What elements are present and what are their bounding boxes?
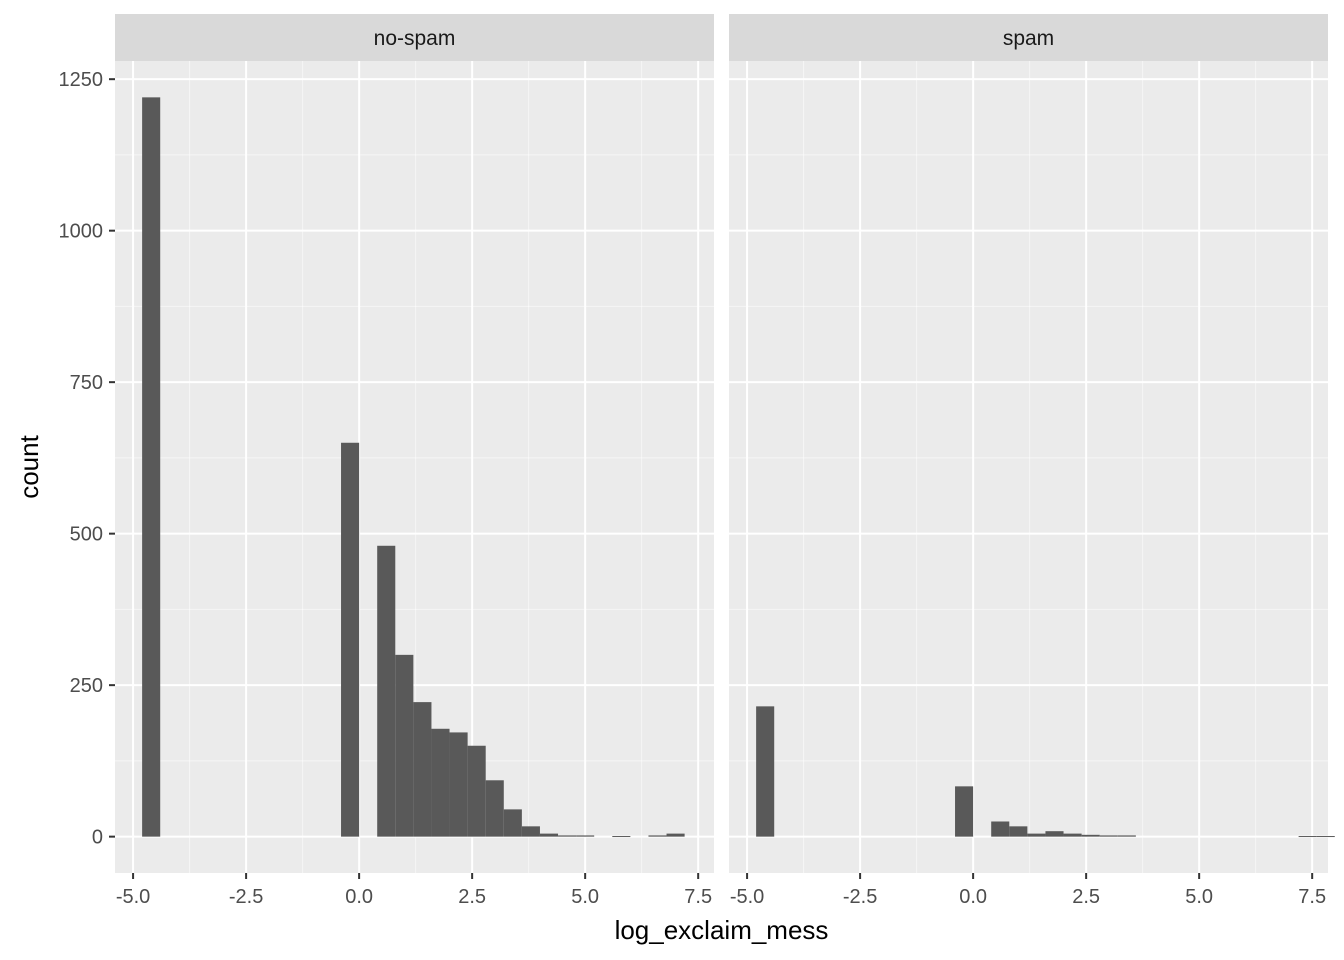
x-tick-label: 7.5 — [684, 886, 712, 908]
histogram-bar — [377, 545, 396, 837]
histogram-bar — [431, 728, 450, 837]
histogram-bar — [413, 702, 432, 837]
x-axis-title: log_exclaim_mess — [615, 915, 829, 945]
histogram-bar — [1081, 834, 1100, 837]
histogram-bar — [341, 442, 360, 837]
y-tick-label: 750 — [70, 372, 103, 394]
plot-panel-background — [729, 61, 1328, 873]
histogram-bar — [612, 836, 631, 838]
strip-label-no-spam: no-spam — [374, 27, 456, 50]
x-axis-ticks: -5.0 -2.5 0.0 2.5 5.0 7.5 — [116, 873, 712, 908]
x-axis-ticks: -5.0 -2.5 0.0 2.5 5.0 7.5 — [730, 873, 1326, 908]
y-tick-label: 1000 — [59, 221, 104, 243]
histogram-bar — [1045, 831, 1064, 837]
histogram-bar — [991, 821, 1010, 837]
histogram-bar — [485, 780, 504, 837]
histogram-bar — [1117, 835, 1136, 837]
histogram-bar — [955, 786, 974, 837]
histogram-bars — [756, 706, 1335, 838]
x-tick-label: 2.5 — [458, 886, 486, 908]
histogram-bars — [142, 97, 685, 838]
histogram-bar — [503, 809, 522, 837]
x-tick-label: -2.5 — [843, 886, 877, 908]
histogram-bar — [648, 835, 667, 837]
histogram-bar — [576, 835, 595, 837]
histogram-bar — [1298, 836, 1317, 838]
x-tick-label: 5.0 — [571, 886, 599, 908]
y-axis: 0 250 500 750 1000 1250 — [59, 69, 115, 849]
x-tick-label: 0.0 — [959, 886, 987, 908]
panel-no-spam: no-spam -5.0 -2.5 0.0 2.5 5.0 7.5 — [115, 14, 714, 908]
x-tick-label: 5.0 — [1185, 886, 1213, 908]
x-tick-label: -5.0 — [730, 886, 764, 908]
x-tick-label: 0.0 — [345, 886, 373, 908]
panel-spam: spam -5.0 -2.5 0.0 2.5 5.0 7.5 — [729, 14, 1335, 908]
histogram-bar — [1009, 826, 1028, 837]
x-tick-label: 7.5 — [1298, 886, 1326, 908]
histogram-bar — [756, 706, 775, 837]
x-tick-label: -5.0 — [116, 886, 150, 908]
y-tick-label: 0 — [92, 827, 103, 849]
x-tick-label: 2.5 — [1072, 886, 1100, 908]
histogram-bar — [449, 732, 468, 837]
strip-background — [115, 14, 714, 61]
histogram-bar — [1316, 836, 1335, 838]
y-axis-title: count — [14, 434, 44, 498]
strip-background — [729, 14, 1328, 61]
strip-label-spam: spam — [1003, 27, 1054, 50]
histogram-bar — [1099, 835, 1118, 837]
y-tick-label: 500 — [70, 524, 103, 546]
y-tick-label: 250 — [70, 675, 103, 697]
histogram-bar — [666, 833, 685, 837]
histogram-bar — [395, 654, 414, 837]
histogram-bar — [467, 745, 486, 837]
x-tick-label: -2.5 — [229, 886, 263, 908]
histogram-bar — [558, 835, 577, 837]
histogram-bar — [1027, 833, 1046, 837]
y-tick-label: 1250 — [59, 69, 104, 91]
histogram-bar — [142, 97, 161, 837]
histogram-bar — [521, 826, 540, 837]
histogram-bar — [1063, 833, 1082, 837]
histogram-bar — [539, 833, 559, 837]
